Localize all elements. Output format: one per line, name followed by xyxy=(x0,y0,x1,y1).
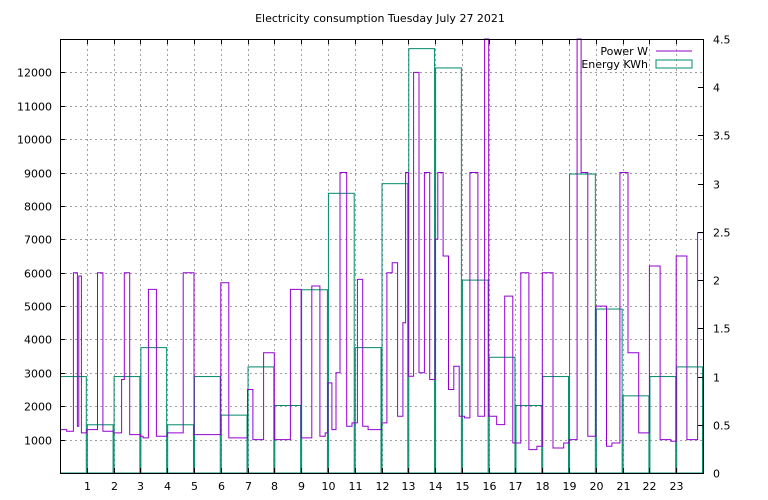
energy-bar xyxy=(354,347,382,474)
x-tick-label: 19 xyxy=(563,480,577,493)
y-tick-label: 5000 xyxy=(24,301,52,314)
y-tick-label: 3000 xyxy=(24,368,52,381)
y-tick-label: 1000 xyxy=(24,435,52,448)
plot-frame xyxy=(60,39,704,474)
y2-tick-label: 0.5 xyxy=(713,420,731,433)
x-tick-label: 6 xyxy=(218,480,225,493)
chart-title: Electricity consumption Tuesday July 27 … xyxy=(255,12,505,25)
y-tick-label: 12000 xyxy=(17,67,52,80)
x-tick-label: 10 xyxy=(322,480,336,493)
y-tick-label: 8000 xyxy=(24,201,52,214)
x-tick-label: 3 xyxy=(137,480,144,493)
y2-tick-label: 1.5 xyxy=(713,323,731,336)
x-tick-label: 17 xyxy=(509,480,523,493)
x-tick-label: 9 xyxy=(298,480,305,493)
x-tick-label: 23 xyxy=(670,480,684,493)
y-tick-label: 11000 xyxy=(17,101,52,114)
power-step-line xyxy=(60,38,703,451)
x-tick-label: 20 xyxy=(590,480,604,493)
y2-tick-label: 4.5 xyxy=(713,34,731,47)
x-tick-label: 2 xyxy=(111,480,118,493)
x-tick-label: 1 xyxy=(84,480,91,493)
energy-bar xyxy=(408,48,436,474)
x-tick-label: 18 xyxy=(536,480,550,493)
x-tick-label: 21 xyxy=(617,480,631,493)
y-tick-label: 6000 xyxy=(24,268,52,281)
legend-energy-swatch xyxy=(655,59,693,69)
y-tick-label: 10000 xyxy=(17,134,52,147)
energy-bar xyxy=(595,308,623,474)
energy-bar xyxy=(247,366,275,474)
y2-tick-label: 1 xyxy=(713,372,720,385)
y2-tick-label: 3 xyxy=(713,179,720,192)
x-tick-label: 4 xyxy=(164,480,171,493)
x-tick-label: 5 xyxy=(191,480,198,493)
energy-bar xyxy=(327,192,355,474)
x-tick-label: 7 xyxy=(245,480,252,493)
y2-tick-label: 3.5 xyxy=(713,130,731,143)
x-tick-label: 11 xyxy=(349,480,363,493)
axes-layer: 1 2 3 4 5 6 7 8 9 10 11 12 13 14 15 16 17 18 19 20 21 22 23100… xyxy=(17,34,731,494)
y2-tick-label: 2 xyxy=(713,275,720,288)
y-tick-label: 9000 xyxy=(24,168,52,181)
energy-bar xyxy=(622,395,650,474)
energy-bar xyxy=(676,366,703,474)
energy-bar xyxy=(488,356,516,474)
y-tick-label: 4000 xyxy=(24,334,52,347)
x-tick-label: 12 xyxy=(376,480,390,493)
legend-power-label: Power W xyxy=(600,45,648,58)
x-tick-label: 14 xyxy=(429,480,443,493)
energy-bar xyxy=(140,347,168,474)
energy-bar xyxy=(193,376,221,474)
energy-bar xyxy=(569,173,596,474)
energy-bar xyxy=(220,414,248,474)
y2-tick-label: 2.5 xyxy=(713,227,731,240)
y-tick-label: 7000 xyxy=(24,234,52,247)
energy-bar xyxy=(649,376,677,474)
legend-energy-label: Energy KWh xyxy=(581,58,648,71)
energy-bar xyxy=(381,183,409,474)
x-tick-label: 8 xyxy=(271,480,278,493)
x-tick-label: 13 xyxy=(402,480,416,493)
y2-tick-label: 4 xyxy=(713,82,720,95)
energy-bar xyxy=(542,376,570,474)
legend: Power W Energy KWh xyxy=(581,45,693,71)
x-tick-label: 15 xyxy=(456,480,470,493)
energy-bar xyxy=(301,289,328,474)
x-tick-label: 16 xyxy=(483,480,497,493)
energy-bar xyxy=(167,424,194,474)
power-w-series xyxy=(60,38,703,451)
energy-bar xyxy=(86,424,114,474)
y-tick-label: 2000 xyxy=(24,401,52,414)
energy-bar xyxy=(113,376,141,474)
y2-tick-label: 0 xyxy=(713,468,720,481)
x-tick-label: 22 xyxy=(643,480,657,493)
